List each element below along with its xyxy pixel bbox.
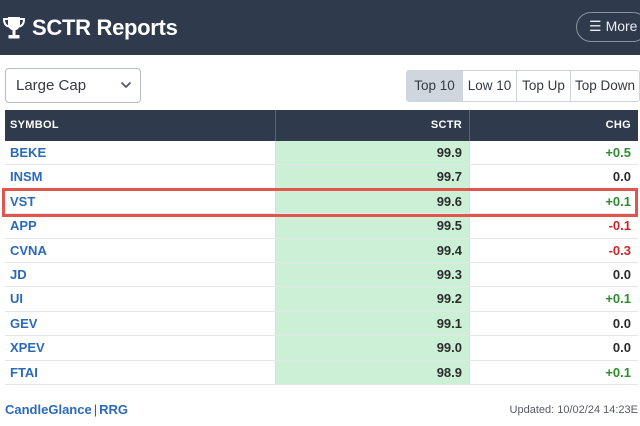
tab-top-down[interactable]: Top Down: [570, 71, 639, 101]
table-row: FTAI 98.9 +0.1: [5, 360, 638, 385]
sctr-value: 99.6: [275, 189, 469, 214]
updated-timestamp: Updated: 10/02/24 14:23E: [509, 404, 638, 416]
sctr-value: 99.9: [275, 141, 469, 165]
chg-value: 0.0: [469, 165, 638, 189]
table-row: JD 99.3 0.0: [5, 262, 638, 288]
footer-separator: |: [93, 402, 98, 417]
column-header-chg[interactable]: CHG: [469, 110, 638, 141]
sctr-value: 99.2: [275, 287, 469, 311]
more-button-label: More: [605, 18, 638, 34]
sctr-table: SYMBOL SCTR CHG BEKE 99.9 +0.5 INSM 99.7…: [5, 110, 638, 385]
report-tabs: Top 10 Low 10 Top Up Top Down: [406, 70, 640, 102]
symbol-link[interactable]: INSM: [10, 169, 43, 185]
symbol-link[interactable]: BEKE: [10, 145, 47, 160]
chg-value: 0.0: [469, 262, 638, 287]
tab-top-up[interactable]: Top Up: [516, 71, 570, 101]
sctr-value: 99.1: [275, 311, 469, 336]
table-row: XPEV 99.0 0.0: [5, 336, 638, 361]
sctr-value: 99.4: [275, 238, 469, 262]
column-header-sctr[interactable]: SCTR: [275, 110, 469, 141]
rrg-link[interactable]: RRG: [99, 402, 128, 417]
candleglance-link[interactable]: CandleGlance: [5, 402, 92, 417]
symbol-link[interactable]: APP: [10, 218, 37, 234]
universe-select[interactable]: Large Cap: [5, 68, 141, 103]
symbol-link[interactable]: FTAI: [10, 364, 38, 380]
chg-value: 0.0: [469, 311, 638, 336]
symbol-link[interactable]: CVNA: [10, 242, 47, 258]
table-row: BEKE 99.9 +0.5: [5, 141, 638, 166]
sctr-value: 99.0: [275, 336, 469, 360]
tab-low-10[interactable]: Low 10: [462, 71, 516, 101]
chg-value: -0.1: [469, 214, 638, 238]
header-bar: SCTR Reports ☰ More: [0, 0, 640, 55]
footer-links: CandleGlance | RRG: [5, 402, 128, 417]
chg-value: +0.1: [469, 287, 638, 311]
trophy-icon: [2, 17, 26, 39]
table-row: INSM 99.7 0.0: [5, 165, 638, 190]
column-header-symbol[interactable]: SYMBOL: [10, 119, 59, 131]
page-title: SCTR Reports: [32, 15, 178, 40]
table-row: UI 99.2 +0.1: [5, 287, 638, 312]
chg-value: -0.3: [469, 238, 638, 262]
universe-select-value: Large Cap: [16, 77, 87, 94]
hamburger-icon: ☰: [589, 18, 602, 34]
symbol-link[interactable]: GEV: [10, 315, 38, 331]
chevron-down-icon: [120, 81, 132, 89]
more-menu-button[interactable]: ☰ More: [576, 12, 640, 42]
chg-value: +0.1: [469, 189, 638, 214]
table-row: GEV 99.1 0.0: [5, 311, 638, 337]
chg-value: 0.0: [469, 336, 638, 360]
sctr-value: 99.7: [275, 165, 469, 189]
tab-top-10[interactable]: Top 10: [407, 71, 462, 101]
symbol-link[interactable]: VST: [10, 193, 36, 209]
table-row: VST 99.6 +0.1: [5, 189, 638, 215]
chg-value: +0.5: [469, 141, 638, 165]
table-row: CVNA 99.4 -0.3: [5, 238, 638, 263]
table-row: APP 99.5 -0.1: [5, 214, 638, 239]
sctr-value: 99.3: [275, 262, 469, 287]
sctr-value: 99.5: [275, 214, 469, 238]
chg-value: +0.1: [469, 360, 638, 384]
table-header: SYMBOL SCTR CHG: [5, 110, 638, 141]
symbol-link[interactable]: UI: [10, 291, 23, 307]
symbol-link[interactable]: XPEV: [10, 340, 45, 356]
sctr-value: 98.9: [275, 360, 469, 384]
symbol-link[interactable]: JD: [10, 266, 27, 282]
